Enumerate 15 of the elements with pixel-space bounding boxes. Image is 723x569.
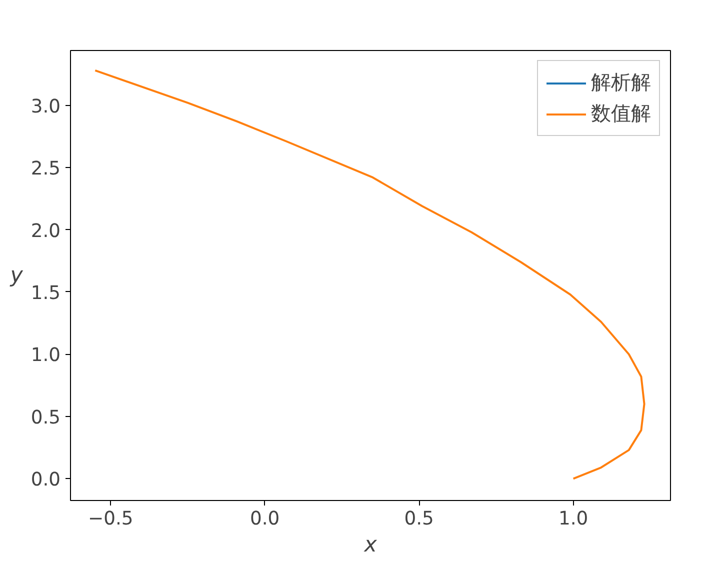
x-axis-title: x bbox=[363, 532, 378, 558]
legend-label: 解析解 bbox=[591, 69, 651, 96]
y-tick-label: 2.5 bbox=[30, 158, 60, 180]
legend-label: 数值解 bbox=[591, 100, 651, 127]
y-tick-label: 2.0 bbox=[30, 220, 60, 242]
x-tick-label: 0.5 bbox=[404, 508, 434, 530]
x-tick-label: −0.5 bbox=[88, 508, 134, 530]
y-axis-title: y bbox=[9, 263, 24, 288]
y-tick-label: 1.5 bbox=[30, 282, 60, 304]
y-tick-label: 0.0 bbox=[30, 470, 60, 491]
x-tick-label: 1.0 bbox=[558, 508, 588, 530]
y-tick-label: 1.0 bbox=[30, 345, 60, 366]
y-tick-label: 0.5 bbox=[30, 407, 60, 428]
x-tick-label: 0.0 bbox=[250, 508, 280, 530]
y-tick-label: 3.0 bbox=[30, 96, 60, 118]
